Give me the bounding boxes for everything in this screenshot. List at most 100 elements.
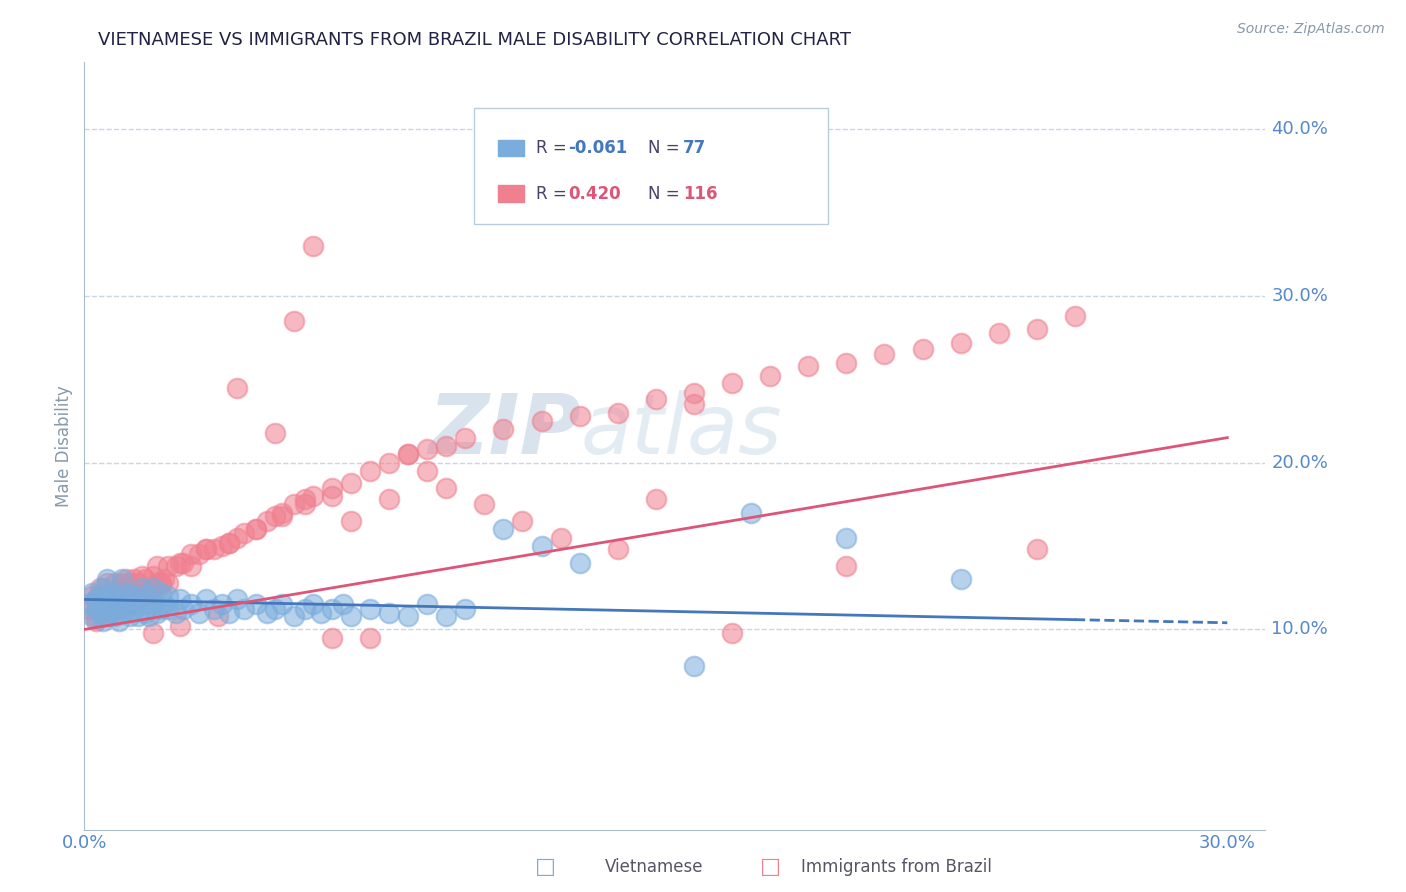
Point	[111, 575, 134, 590]
Point	[127, 609, 149, 624]
Point	[797, 359, 820, 373]
Point	[263, 509, 285, 524]
Point	[245, 522, 267, 536]
Point	[396, 447, 419, 461]
Point	[359, 464, 381, 478]
Point	[378, 456, 401, 470]
FancyBboxPatch shape	[498, 186, 523, 202]
Point	[80, 589, 103, 603]
Point	[263, 602, 285, 616]
Point	[115, 573, 138, 587]
Point	[740, 506, 762, 520]
Point	[153, 598, 176, 612]
Point	[80, 609, 103, 624]
Point	[93, 614, 115, 628]
Point	[172, 602, 194, 616]
Point	[107, 602, 129, 616]
Point	[225, 381, 247, 395]
Point	[202, 542, 225, 557]
Point	[283, 497, 305, 511]
Point	[454, 431, 477, 445]
Point	[211, 539, 233, 553]
Point	[568, 556, 591, 570]
Point	[683, 385, 706, 400]
Text: N =: N =	[648, 185, 685, 202]
Point	[835, 356, 858, 370]
Point	[1025, 542, 1047, 557]
Point	[835, 531, 858, 545]
Text: N =: N =	[648, 139, 685, 157]
Point	[93, 598, 115, 612]
Point	[122, 592, 145, 607]
Point	[142, 581, 165, 595]
Point	[115, 592, 138, 607]
Point	[157, 589, 180, 603]
Text: 20.0%: 20.0%	[1271, 454, 1329, 472]
Point	[195, 542, 218, 557]
Point	[145, 575, 167, 590]
Point	[115, 586, 138, 600]
Point	[89, 589, 111, 603]
Point	[225, 531, 247, 545]
Point	[142, 598, 165, 612]
Point	[134, 589, 156, 603]
Point	[283, 609, 305, 624]
Point	[321, 481, 343, 495]
Point	[187, 548, 209, 562]
Text: Vietnamese: Vietnamese	[605, 858, 703, 876]
Point	[378, 606, 401, 620]
Point	[245, 598, 267, 612]
Point	[283, 314, 305, 328]
Point	[96, 609, 118, 624]
Point	[107, 581, 129, 595]
Text: R =: R =	[536, 139, 571, 157]
Point	[120, 592, 142, 607]
Point	[138, 586, 160, 600]
Text: R =: R =	[536, 185, 571, 202]
Point	[332, 598, 354, 612]
Point	[644, 492, 666, 507]
Point	[606, 542, 628, 557]
Point	[96, 592, 118, 607]
Point	[134, 606, 156, 620]
Point	[93, 581, 115, 595]
Point	[111, 589, 134, 603]
Point	[127, 592, 149, 607]
Point	[169, 619, 191, 633]
Point	[492, 422, 515, 436]
Point	[416, 598, 439, 612]
FancyBboxPatch shape	[498, 140, 523, 156]
Point	[202, 602, 225, 616]
Text: 40.0%: 40.0%	[1271, 120, 1329, 138]
Point	[84, 592, 107, 607]
Point	[120, 609, 142, 624]
Point	[153, 573, 176, 587]
Point	[111, 606, 134, 620]
Point	[115, 602, 138, 616]
Point	[93, 598, 115, 612]
Point	[131, 569, 153, 583]
FancyBboxPatch shape	[474, 109, 828, 224]
Point	[340, 514, 363, 528]
Point	[434, 609, 457, 624]
Point	[721, 376, 744, 390]
Text: □: □	[536, 857, 555, 877]
Point	[104, 592, 127, 607]
Point	[145, 606, 167, 620]
Point	[120, 575, 142, 590]
Point	[157, 602, 180, 616]
Point	[359, 631, 381, 645]
Point	[359, 602, 381, 616]
Point	[434, 481, 457, 495]
Point	[104, 598, 127, 612]
Point	[271, 598, 294, 612]
Point	[120, 598, 142, 612]
Point	[207, 609, 229, 624]
Point	[100, 586, 122, 600]
Point	[309, 606, 332, 620]
Point	[321, 602, 343, 616]
Point	[302, 239, 325, 253]
Point	[218, 535, 240, 549]
Point	[134, 573, 156, 587]
Point	[122, 573, 145, 587]
